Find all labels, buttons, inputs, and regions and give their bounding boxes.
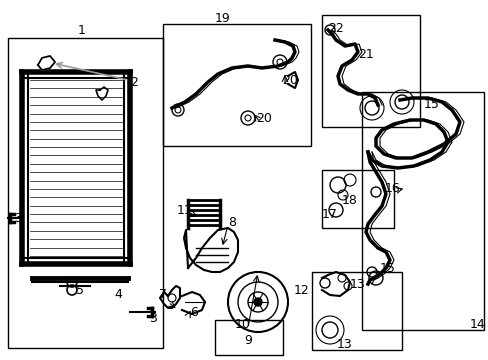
Bar xyxy=(8,38,163,348)
Text: 11: 11 xyxy=(177,203,192,216)
Circle shape xyxy=(253,298,262,306)
Text: 14: 14 xyxy=(469,319,485,332)
Text: 4: 4 xyxy=(114,288,122,302)
Text: 10: 10 xyxy=(235,319,250,332)
Text: 21: 21 xyxy=(357,49,373,62)
Text: 15: 15 xyxy=(423,99,439,112)
Text: 9: 9 xyxy=(244,333,251,346)
Text: 22: 22 xyxy=(327,22,343,35)
Text: 1: 1 xyxy=(78,23,86,36)
Circle shape xyxy=(175,107,181,113)
Bar xyxy=(215,320,283,355)
Text: 20: 20 xyxy=(256,112,271,125)
Text: 2: 2 xyxy=(130,76,138,89)
Text: 3: 3 xyxy=(14,211,22,225)
Polygon shape xyxy=(38,56,55,70)
Text: 19: 19 xyxy=(215,12,230,24)
Text: 13: 13 xyxy=(336,338,352,351)
Text: 5: 5 xyxy=(76,284,84,297)
Text: 6: 6 xyxy=(190,306,198,319)
Bar xyxy=(311,272,401,350)
Text: 7: 7 xyxy=(159,288,167,301)
Text: 20: 20 xyxy=(282,73,297,86)
Text: 13: 13 xyxy=(349,278,365,291)
Bar xyxy=(321,15,419,127)
Text: 15: 15 xyxy=(379,261,395,274)
Text: 3: 3 xyxy=(149,311,157,324)
Circle shape xyxy=(276,59,283,65)
Text: 16: 16 xyxy=(385,181,400,194)
Bar xyxy=(163,24,310,146)
Text: 12: 12 xyxy=(293,284,309,297)
Bar xyxy=(361,92,483,330)
Text: 18: 18 xyxy=(342,194,357,207)
Text: 17: 17 xyxy=(322,208,337,221)
Bar xyxy=(321,170,393,228)
Text: 8: 8 xyxy=(227,216,236,229)
